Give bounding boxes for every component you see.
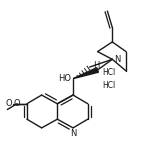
Text: H: H	[93, 61, 99, 70]
Text: HO: HO	[58, 74, 71, 83]
Text: N: N	[70, 129, 76, 138]
Text: HCl: HCl	[102, 68, 116, 77]
Text: N: N	[114, 55, 121, 64]
Text: O: O	[6, 99, 12, 108]
Text: HCl: HCl	[102, 81, 116, 90]
Text: O: O	[14, 99, 20, 108]
Polygon shape	[73, 68, 98, 79]
